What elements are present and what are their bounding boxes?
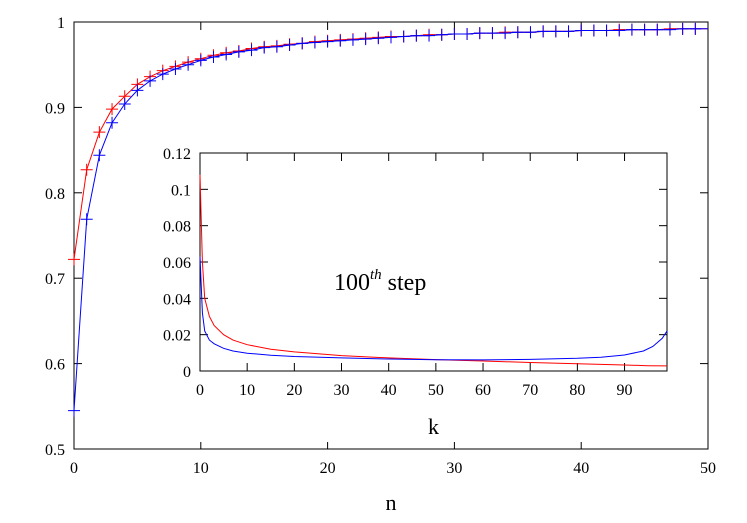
data-point: [308, 36, 321, 49]
y-tick-label: 1: [57, 15, 65, 32]
data-point: [638, 23, 651, 36]
data-point: [270, 40, 283, 53]
data-point: [562, 25, 575, 38]
data-point: [676, 22, 689, 35]
data-point: [575, 24, 588, 37]
inset-background: [140, 140, 669, 442]
inset-y-tick-label: 0.08: [163, 219, 191, 236]
inset-y-tick-label: 0.02: [163, 328, 191, 345]
inset-x-tick-label: 80: [569, 382, 585, 399]
x-tick-label: 20: [320, 460, 336, 477]
annotation-superscript: th: [370, 267, 382, 283]
inset-x-tick-label: 60: [475, 382, 491, 399]
data-point: [283, 39, 296, 52]
inset-plot: 0 10 20 30 40 50 60 70 80 90 0 0.02 0.04 0.06 0.08 0.1 0…: [140, 140, 669, 442]
data-point: [131, 84, 144, 97]
data-point: [106, 103, 119, 116]
data-point: [549, 25, 562, 38]
inset-y-tick-label: 0.04: [163, 291, 191, 308]
data-point: [359, 33, 372, 46]
inset-x-tick-label: 0: [196, 382, 204, 399]
data-point: [524, 26, 537, 39]
data-point: [207, 51, 220, 64]
data-point: [385, 31, 397, 44]
inset-series-line: [199, 256, 668, 361]
x-tick-label: 30: [446, 460, 462, 477]
x-axis-label: n: [386, 490, 397, 515]
inset-x-tick-label: 70: [522, 382, 538, 399]
data-point: [258, 41, 271, 54]
data-point: [194, 54, 207, 67]
inset-x-tick-label: 20: [286, 382, 302, 399]
inset-annotation: 100th step: [334, 267, 426, 296]
data-point: [651, 23, 664, 36]
data-point: [486, 27, 499, 40]
data-point: [461, 27, 474, 40]
data-point: [499, 27, 512, 40]
data-point: [511, 26, 524, 39]
data-point: [689, 22, 702, 35]
inset-y-tick-label: 0.1: [171, 182, 191, 199]
data-point: [587, 24, 600, 37]
data-point: [321, 35, 334, 48]
y-tick-label: 0.7: [45, 271, 65, 288]
main-plot: 0 10 20 30 40 50 0.5 0.6 0.7 0.8 0.9 1 n: [45, 15, 716, 515]
y-tick-label: 0.8: [45, 186, 65, 203]
inset-x-tick-label: 30: [334, 382, 350, 399]
data-point: [448, 27, 461, 40]
main-plot-frame: [73, 21, 709, 450]
data-point: [245, 44, 258, 57]
data-point: [423, 29, 436, 42]
data-point: [118, 97, 131, 110]
data-point: [68, 253, 80, 266]
x-tick-label: 0: [70, 460, 78, 477]
data-point: [232, 45, 245, 58]
data-point: [613, 24, 626, 37]
inset-x-axis-label: k: [428, 414, 439, 439]
data-point: [156, 68, 169, 81]
inset-x-tick-label: 90: [617, 382, 633, 399]
x-tick-label: 40: [573, 460, 589, 477]
annotation-suffix: step: [382, 270, 427, 296]
data-point: [80, 163, 93, 176]
data-point: [220, 48, 233, 61]
inset-y-tick-label: 0.06: [163, 255, 191, 272]
data-point: [144, 74, 157, 87]
inset-series-line: [199, 174, 668, 367]
data-point: [80, 213, 93, 226]
inset-y-tick-label: 0.12: [163, 146, 191, 163]
data-point: [346, 33, 359, 46]
inset-y-tick-label: 0: [183, 364, 191, 381]
y-tick-label: 0.6: [45, 357, 65, 374]
data-point: [93, 149, 106, 162]
x-tick-label: 10: [193, 460, 209, 477]
data-point: [397, 30, 410, 43]
annotation-number: 100: [334, 270, 370, 296]
data-point: [334, 34, 347, 47]
data-point: [600, 24, 613, 37]
inset-x-tick-label: 40: [381, 382, 397, 399]
data-point: [625, 23, 638, 36]
data-point: [435, 28, 448, 41]
data-point: [537, 25, 550, 38]
data-point: [106, 116, 119, 129]
data-point: [296, 37, 309, 50]
inset-x-tick-label: 10: [239, 382, 255, 399]
data-point: [182, 58, 195, 71]
data-point: [410, 29, 423, 42]
data-point: [169, 62, 182, 75]
y-tick-label: 0.9: [45, 100, 65, 117]
data-point: [372, 32, 385, 45]
x-tick-label: 50: [700, 460, 716, 477]
data-point: [68, 404, 80, 417]
inset-x-tick-label: 50: [428, 382, 444, 399]
data-point: [663, 23, 676, 36]
data-point: [473, 27, 486, 40]
data-point: [93, 126, 106, 139]
y-tick-label: 0.5: [45, 442, 65, 459]
